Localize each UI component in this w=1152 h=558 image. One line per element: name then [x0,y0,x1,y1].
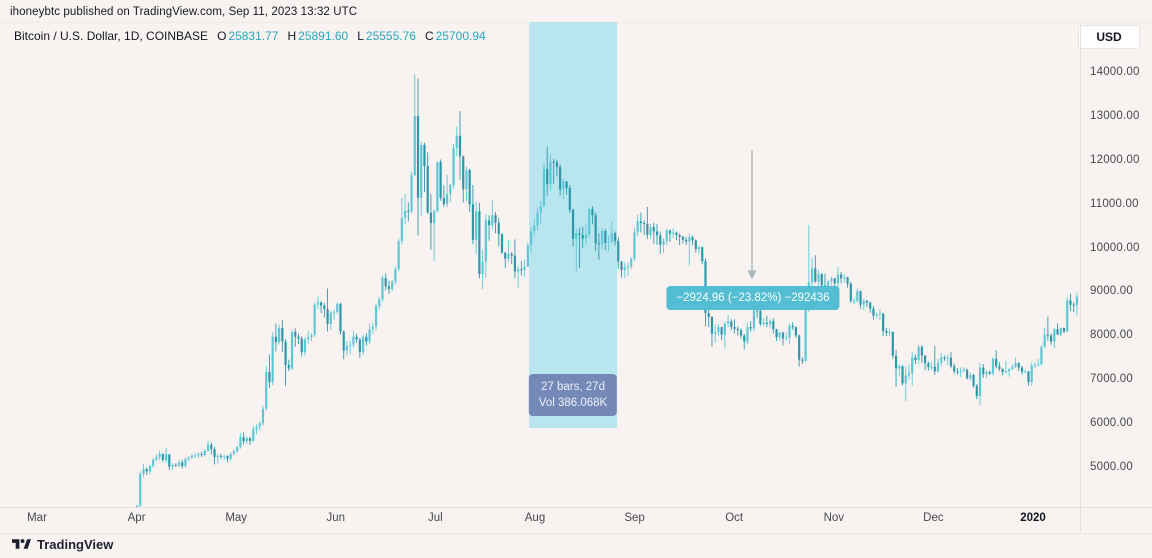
ohlc-close: C 25700.94 [424,29,486,43]
price-axis-label: 5000.00 [1090,461,1133,473]
price-axis-label: 13000.00 [1090,109,1140,122]
ohlc-open: O 25831.77 [217,29,279,43]
time-axis-label: Apr [127,512,146,524]
time-axis-label: Oct [725,512,744,524]
publish-attribution: ihoneybtc published on TradingView.com, … [10,6,358,18]
time-axis-label: Jun [326,512,346,524]
price-axis-divider [1080,22,1081,532]
time-axis-label: Aug [524,512,546,524]
time-axis-label: May [225,512,248,524]
price-axis-label: 9000.00 [1090,285,1133,298]
price-axis-label: 7000.00 [1090,373,1133,386]
price-axis-label: 12000.00 [1090,153,1140,166]
price-axis-label: 6000.00 [1090,417,1133,430]
time-axis-label: Dec [923,512,944,524]
time-axis-label: Jul [428,512,443,524]
symbol-legend[interactable]: Bitcoin / U.S. Dollar, 1D, COINBASE O 258… [14,29,486,43]
time-axis[interactable]: Mar Apr May Jun Jul Aug Sep Oct Nov Dec 2020 [0,512,1152,530]
time-axis-label: Sep [624,512,645,524]
time-axis-label: Nov [823,512,845,524]
date-range-volume: Vol 386.068K [538,397,608,409]
tradingview-brand-text: TradingView [37,537,114,552]
date-range-bars: 27 bars, 27d [541,381,605,393]
symbol-title: Bitcoin / U.S. Dollar, 1D, COINBASE [14,29,209,43]
price-axis-label: 10000.00 [1090,241,1140,254]
currency-toggle-button[interactable]: USD [1078,25,1140,49]
price-axis-label: 14000.00 [1090,66,1140,78]
date-range-label[interactable]: 27 bars, 27d Vol 386.068K [528,374,618,416]
time-axis-divider [0,507,1152,508]
price-axis-label: 11000.00 [1090,197,1139,210]
time-axis-label: 2020 [1020,512,1046,524]
arrow-annotation-head [747,270,757,279]
candles-layer [135,74,1079,508]
time-axis-label: Mar [27,512,47,524]
price-axis-label: 8000.00 [1090,329,1133,342]
footer-branding[interactable]: TradingView [12,537,113,552]
ohlc-high: H 25891.60 [287,29,349,43]
price-range-measure-label[interactable]: −2924.96 (−23.82%) −292436 [666,286,840,310]
footer-divider [0,533,1152,534]
ohlc-low: L 25555.76 [357,29,416,43]
tradingview-logo-icon [12,539,31,549]
